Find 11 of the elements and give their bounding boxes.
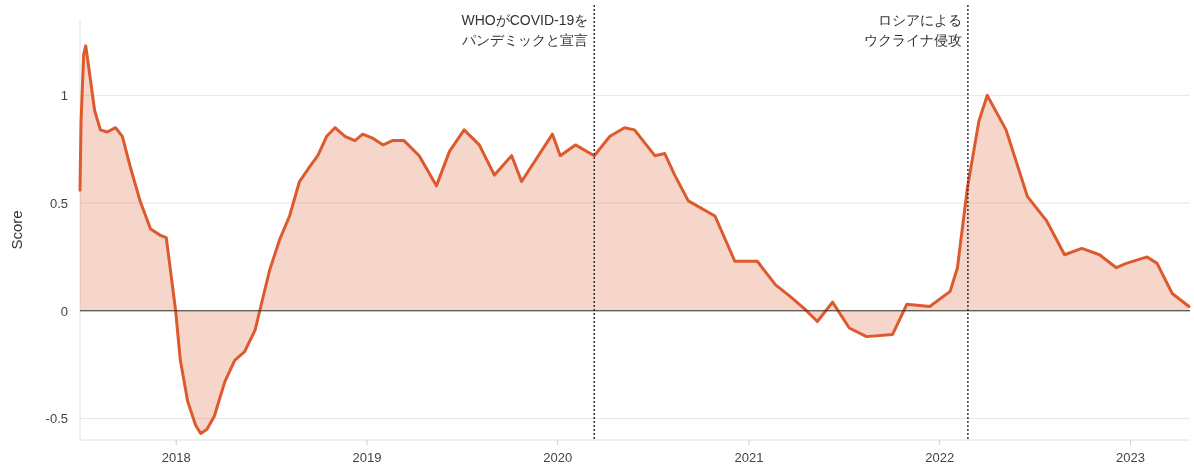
x-tick-label: 2022 bbox=[925, 450, 955, 465]
x-tick-label: 2023 bbox=[1115, 450, 1145, 465]
x-tick-label: 2019 bbox=[352, 450, 382, 465]
y-tick-label: 1 bbox=[60, 88, 68, 104]
y-axis-title: Score bbox=[8, 210, 25, 250]
y-tick-label: -0.5 bbox=[45, 411, 68, 427]
y-tick-label: 0.5 bbox=[49, 196, 68, 212]
x-tick-label: 2020 bbox=[543, 450, 573, 465]
x-tick-label: 2021 bbox=[734, 450, 764, 465]
x-tick-label: 2018 bbox=[161, 450, 191, 465]
y-tick-label: 0 bbox=[60, 303, 68, 319]
